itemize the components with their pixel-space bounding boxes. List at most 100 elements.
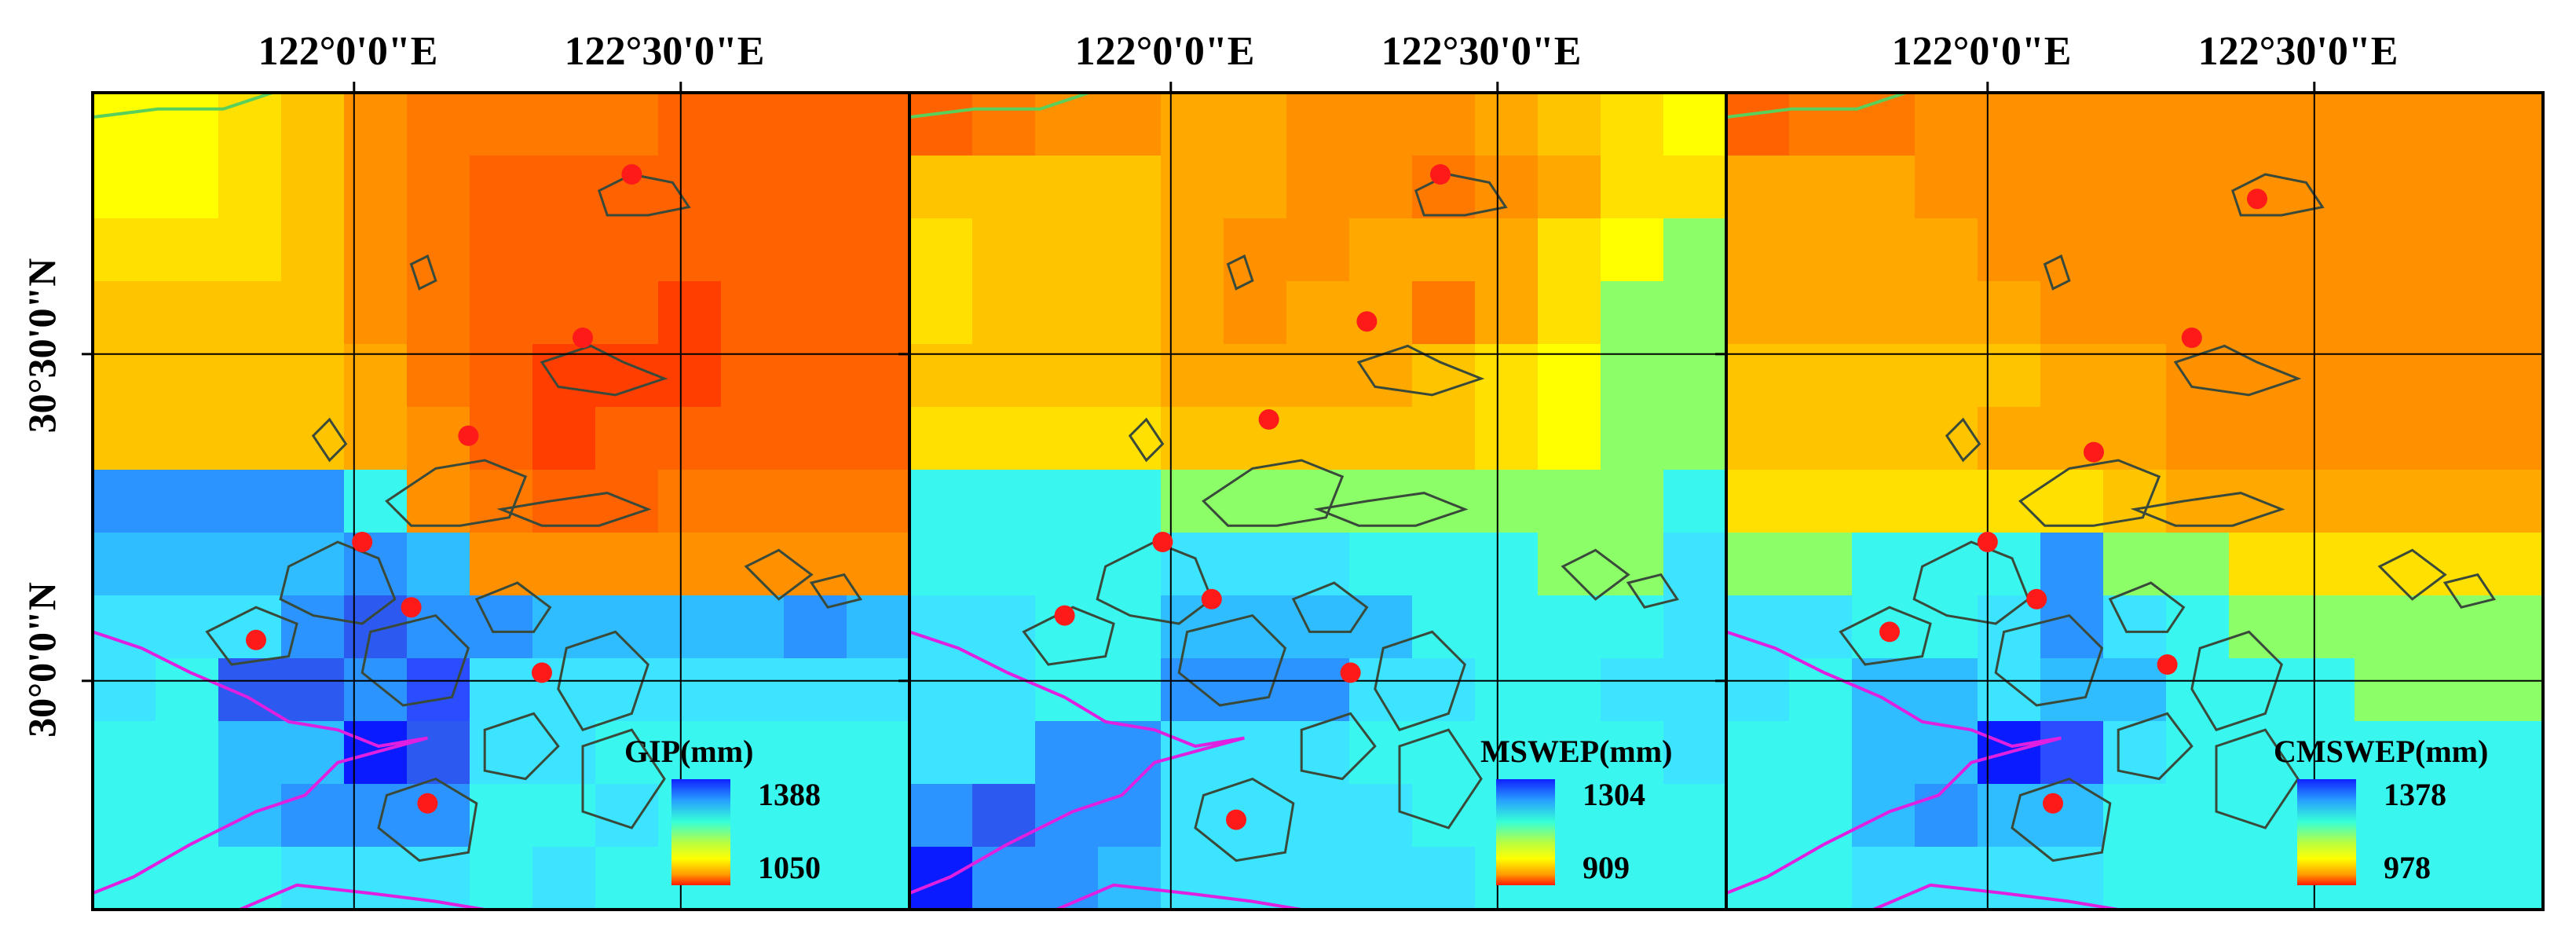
raster-cell bbox=[93, 533, 156, 596]
raster-cell bbox=[595, 658, 659, 722]
legend-title: GIP(mm) bbox=[624, 734, 753, 769]
raster-cell bbox=[2229, 281, 2292, 345]
raster-cell bbox=[909, 533, 973, 596]
raster-cell bbox=[847, 595, 909, 659]
raster-cell bbox=[1601, 784, 1664, 848]
raster-cell bbox=[2040, 721, 2104, 785]
raster-cell bbox=[2040, 218, 2104, 282]
raster-cell bbox=[407, 218, 470, 282]
raster-cell bbox=[721, 658, 785, 722]
island-outline bbox=[1994, 613, 2104, 707]
raster-cell bbox=[1286, 407, 1350, 470]
island-outline bbox=[474, 581, 552, 633]
raster-cell bbox=[847, 847, 909, 910]
raster-cell bbox=[1601, 721, 1664, 785]
mainland-coastline bbox=[93, 630, 428, 895]
lat-label-30-30: 30°30'0"N bbox=[20, 258, 64, 434]
legend-min-label: 978 bbox=[2384, 850, 2431, 885]
legend-mswep: MSWEP(mm) 1304 909 bbox=[1480, 734, 1672, 885]
legend-cmswep: CMSWEP(mm) 1378 978 bbox=[2274, 734, 2488, 885]
raster-cell bbox=[156, 533, 219, 596]
raster-cell bbox=[847, 658, 909, 722]
raster-cell bbox=[847, 156, 909, 219]
legend-colorbar bbox=[2297, 779, 2356, 885]
raster-cell bbox=[2355, 407, 2418, 470]
raster-cell bbox=[1726, 595, 1790, 659]
raster-cell bbox=[2229, 407, 2292, 470]
raster-cell bbox=[1789, 470, 1853, 533]
raster-cell bbox=[2040, 595, 2104, 659]
precipitation-raster bbox=[93, 93, 909, 910]
legend-max-label: 1388 bbox=[758, 777, 821, 812]
raster-cell bbox=[2103, 93, 2167, 156]
raster-cell bbox=[595, 784, 659, 848]
raster-cell bbox=[1663, 470, 1726, 533]
raster-cell bbox=[1663, 407, 1726, 470]
raster-cell bbox=[1601, 281, 1664, 345]
rain-gauge-station bbox=[1977, 532, 1998, 552]
raster-cell bbox=[1475, 93, 1539, 156]
raster-cell bbox=[1035, 595, 1099, 659]
raster-cell bbox=[658, 470, 722, 533]
legend-colorbar bbox=[671, 779, 730, 885]
raster-cell bbox=[2417, 721, 2481, 785]
rain-gauge-station bbox=[1258, 409, 1279, 430]
lon-label-122-30: 122°30'0"E bbox=[1381, 29, 1582, 74]
legend-title: MSWEP(mm) bbox=[1480, 734, 1672, 769]
island-outline bbox=[1398, 728, 1483, 829]
rain-gauge-station bbox=[458, 425, 479, 446]
raster-cell bbox=[2166, 533, 2230, 596]
northern-coastline bbox=[1726, 93, 1907, 119]
island-outline bbox=[205, 606, 298, 666]
raster-cell bbox=[1726, 533, 1790, 596]
raster-cell bbox=[2103, 658, 2167, 722]
raster-cell bbox=[2103, 847, 2167, 910]
raster-cell bbox=[721, 470, 785, 533]
raster-cell bbox=[1349, 533, 1413, 596]
raster-cell bbox=[1286, 784, 1350, 848]
rain-gauge-station bbox=[417, 793, 438, 814]
raster-cell bbox=[2355, 595, 2418, 659]
raster-cell bbox=[1286, 847, 1350, 910]
raster-cell bbox=[407, 658, 470, 722]
raster-cell bbox=[2229, 784, 2292, 848]
island-outline bbox=[483, 712, 560, 781]
raster-cell bbox=[156, 721, 219, 785]
raster-cell bbox=[156, 218, 219, 282]
raster-cell bbox=[2292, 595, 2355, 659]
raster-cell bbox=[1035, 281, 1099, 345]
raster-cell bbox=[784, 784, 847, 848]
legend-min-label: 909 bbox=[1583, 850, 1630, 885]
raster-cell bbox=[1852, 218, 1916, 282]
raster-cell bbox=[658, 407, 722, 470]
raster-cell bbox=[1726, 784, 1790, 848]
raster-cell bbox=[658, 658, 722, 722]
raster-cell bbox=[1789, 595, 1853, 659]
island-outline bbox=[2215, 728, 2300, 829]
raster-cell bbox=[1852, 721, 1916, 785]
island-outline bbox=[2173, 344, 2302, 397]
raster-cell bbox=[972, 595, 1036, 659]
raster-cell bbox=[218, 595, 282, 659]
raster-cell bbox=[909, 470, 973, 533]
raster-cell bbox=[532, 156, 596, 219]
island-outline bbox=[557, 630, 649, 732]
mainland-coastline bbox=[239, 883, 485, 910]
raster-cell bbox=[1098, 156, 1162, 219]
island-outline bbox=[1177, 613, 1287, 707]
raster-cell bbox=[1538, 93, 1601, 156]
island-outline bbox=[744, 548, 814, 601]
raster-cell bbox=[1412, 847, 1476, 910]
raster-cell bbox=[1915, 93, 1978, 156]
raster-cell bbox=[2417, 407, 2481, 470]
mainland-coastline bbox=[909, 630, 1245, 895]
raster-cell bbox=[2355, 93, 2418, 156]
raster-cell bbox=[1726, 721, 1790, 785]
lon-label-122-0: 122°0'0"E bbox=[1075, 29, 1255, 74]
raster-cell bbox=[532, 847, 596, 910]
raster-cell bbox=[1098, 784, 1162, 848]
legend-max-label: 1378 bbox=[2384, 777, 2446, 812]
raster-cell bbox=[532, 93, 596, 156]
raster-cell bbox=[1601, 407, 1664, 470]
raster-cell bbox=[2417, 658, 2481, 722]
